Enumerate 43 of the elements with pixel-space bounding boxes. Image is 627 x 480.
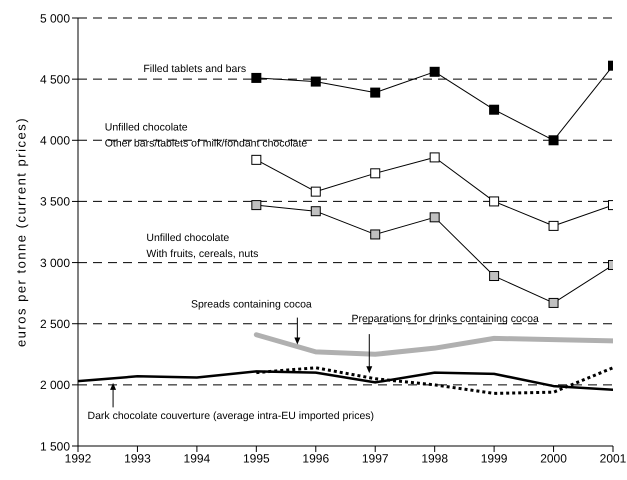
point bbox=[489, 271, 500, 282]
x-tick-label: 1997 bbox=[362, 452, 389, 466]
point bbox=[430, 152, 440, 162]
point bbox=[548, 298, 559, 308]
text: Spreads containing cocoa bbox=[190, 298, 312, 311]
text: Preparations for drinks containing cocoa bbox=[351, 313, 539, 326]
point bbox=[489, 196, 500, 206]
x-tick-label: 2001 bbox=[600, 452, 627, 466]
point bbox=[548, 220, 559, 231]
legend-label: Dark chocolate couverture (average intra-EU imported prices) bbox=[88, 410, 374, 422]
y-tick-label: 3 500 bbox=[40, 194, 70, 209]
point bbox=[310, 206, 321, 216]
y-tick-label: 2 500 bbox=[40, 316, 70, 331]
y-tick-label: 4 000 bbox=[40, 134, 70, 148]
point bbox=[310, 76, 321, 87]
x-tick-label: 1993 bbox=[124, 452, 152, 466]
point bbox=[430, 212, 440, 222]
x-tick-label: 2000 bbox=[540, 452, 568, 466]
x-tick-label: 1998 bbox=[421, 452, 448, 466]
text: Unfilled chocolate Other bars/tablets of milk/fondant chocolate bbox=[104, 122, 308, 150]
text: Unfilled chocolate With fruits, cereals, nuts bbox=[146, 232, 258, 260]
x-tick-label: 1992 bbox=[64, 452, 92, 466]
x-tick-label: 1994 bbox=[184, 452, 211, 466]
y-tick-label: 1 500 bbox=[40, 439, 70, 454]
y-tick-label: 4 500 bbox=[40, 72, 70, 86]
point bbox=[251, 154, 262, 165]
y-axis-title: euros per tonne (current prices) bbox=[14, 116, 29, 348]
series-label: Filled tablets and bars bbox=[143, 62, 246, 75]
point bbox=[251, 200, 262, 210]
y-tick-label: 3 000 bbox=[40, 256, 70, 270]
y-tick-label: 5 000 bbox=[40, 11, 70, 26]
x-tick-label: 1995 bbox=[242, 452, 270, 466]
point bbox=[489, 104, 500, 115]
point bbox=[310, 186, 321, 197]
x-tick-label: 1999 bbox=[480, 452, 508, 466]
point bbox=[430, 66, 440, 77]
point bbox=[548, 135, 559, 146]
point bbox=[370, 88, 380, 98]
x-tick-label: 1996 bbox=[302, 452, 330, 466]
point bbox=[370, 229, 380, 240]
y-tick-label: 2 000 bbox=[40, 378, 70, 392]
point bbox=[251, 72, 262, 83]
point bbox=[370, 168, 380, 178]
